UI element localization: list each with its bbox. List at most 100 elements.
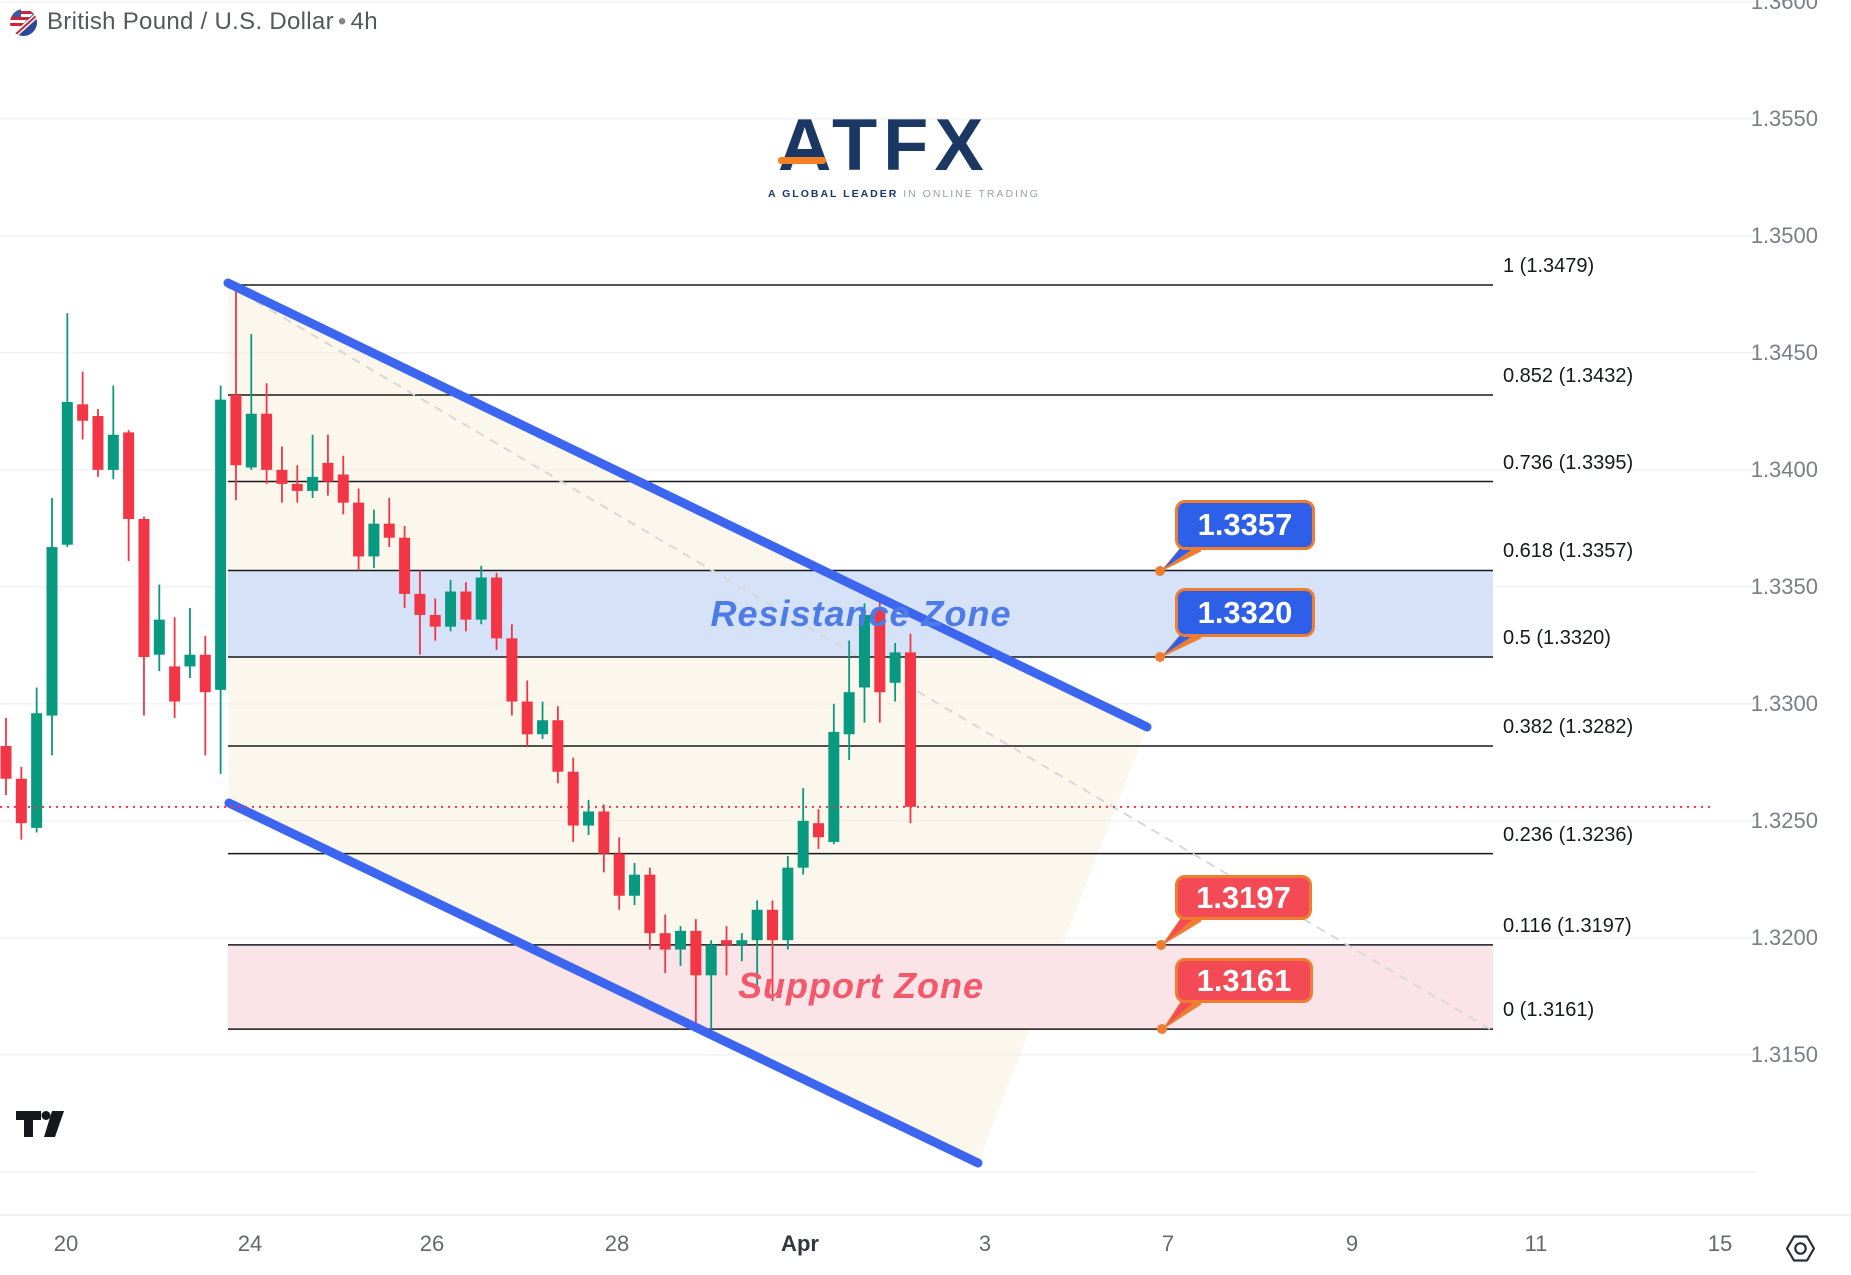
price-axis-label: 1.3300 bbox=[1750, 690, 1818, 716]
time-axis-label-Apr: Apr bbox=[781, 1231, 819, 1256]
candle bbox=[598, 804, 610, 873]
candle-body bbox=[475, 577, 487, 620]
candle-body bbox=[491, 577, 503, 639]
candle-body bbox=[721, 940, 733, 945]
candle-body bbox=[184, 654, 196, 667]
candle bbox=[0, 717, 12, 796]
candle-body bbox=[123, 432, 135, 519]
candle bbox=[92, 409, 104, 477]
symbol-title[interactable]: British Pound / U.S. Dollar • 4h bbox=[47, 8, 378, 36]
candle bbox=[276, 446, 288, 503]
fib-level-label: 1 (1.3479) bbox=[1503, 255, 1595, 277]
callout-anchor-dot bbox=[1155, 652, 1165, 662]
callout-tail bbox=[1162, 995, 1202, 1030]
price-axis-label: 1.3200 bbox=[1750, 924, 1818, 950]
candle bbox=[705, 940, 717, 1030]
atfx-logo: ATFX A GLOBAL LEADER IN ONLINE TRADING bbox=[768, 103, 1038, 201]
candle bbox=[215, 385, 227, 775]
candle bbox=[782, 855, 794, 950]
candle bbox=[261, 383, 273, 484]
candle bbox=[15, 767, 27, 840]
fib-level-label: 0.116 (1.3197) bbox=[1503, 914, 1632, 937]
candle bbox=[138, 516, 150, 716]
candle-body bbox=[521, 701, 533, 735]
candle-body bbox=[261, 413, 273, 470]
price-axis-label: 1.3500 bbox=[1750, 222, 1818, 248]
fib-level-label: 0.736 (1.3395) bbox=[1503, 451, 1634, 474]
callout-tail bbox=[1161, 912, 1202, 946]
candle-body bbox=[598, 811, 610, 854]
time-axis-label-3: 3 bbox=[978, 1231, 992, 1256]
callout-anchor-dot bbox=[1157, 1024, 1167, 1034]
candle bbox=[889, 643, 901, 702]
resistance-zone-label[interactable]: Resistance Zone bbox=[710, 593, 1012, 634]
candle-body bbox=[797, 820, 809, 868]
time-axis-label-11: 11 bbox=[1524, 1231, 1548, 1256]
candle bbox=[184, 607, 196, 679]
timeframe-label: 4h bbox=[350, 8, 378, 35]
candle bbox=[506, 624, 518, 716]
candle-body bbox=[107, 434, 119, 470]
candle-body bbox=[858, 614, 870, 688]
candle bbox=[751, 900, 763, 987]
candle bbox=[521, 680, 533, 746]
atfx-logo-orange-bar bbox=[778, 157, 826, 164]
candle bbox=[445, 579, 457, 632]
candle-body bbox=[291, 483, 303, 491]
candle-body bbox=[552, 720, 564, 772]
candle bbox=[874, 596, 886, 723]
candle bbox=[322, 434, 334, 496]
candle-body bbox=[31, 713, 43, 828]
candle bbox=[491, 572, 503, 651]
chart-header: British Pound / U.S. Dollar • 4h bbox=[10, 8, 378, 36]
time-axis-label-24: 24 bbox=[237, 1231, 263, 1256]
atfx-logo-text: ATFX bbox=[778, 103, 990, 186]
candle bbox=[399, 526, 411, 608]
candle-body bbox=[460, 591, 472, 620]
candle-body bbox=[736, 940, 748, 945]
price-axis-label: 1.3150 bbox=[1750, 1041, 1818, 1067]
candle-body bbox=[46, 547, 58, 716]
candle bbox=[46, 497, 58, 756]
callout-anchor-dot bbox=[1155, 566, 1165, 576]
support-zone-label[interactable]: Support Zone bbox=[738, 965, 984, 1006]
tradingview-logo[interactable] bbox=[16, 1110, 66, 1140]
time-axis-label-9: 9 bbox=[1345, 1231, 1359, 1256]
price-axis-label: 1.3350 bbox=[1750, 573, 1818, 599]
time-axis-label-28: 28 bbox=[604, 1231, 630, 1256]
channel-fill bbox=[228, 283, 1147, 1163]
candle-body bbox=[767, 909, 778, 941]
fib-level-label: 0.618 (1.3357) bbox=[1503, 540, 1634, 563]
price-axis-label: 1.3550 bbox=[1750, 105, 1818, 131]
timezone-settings-icon[interactable] bbox=[1784, 1232, 1817, 1265]
candle-body bbox=[537, 720, 549, 735]
candle bbox=[429, 598, 441, 641]
candle bbox=[675, 926, 687, 966]
candle bbox=[613, 837, 625, 910]
candle-body bbox=[199, 654, 211, 693]
candle-body bbox=[353, 502, 365, 557]
price-callout-1.3320[interactable]: 1.3320 bbox=[1175, 588, 1315, 637]
candle bbox=[537, 701, 549, 739]
price-callout-1.3161[interactable]: 1.3161 bbox=[1175, 958, 1313, 1003]
candle-body bbox=[613, 853, 625, 896]
candle bbox=[904, 633, 916, 824]
channel-trendline-lower[interactable] bbox=[224, 798, 983, 1168]
price-callout-1.3197[interactable]: 1.3197 bbox=[1175, 875, 1312, 920]
atfx-logo-tagline: A GLOBAL LEADER IN ONLINE TRADING bbox=[768, 188, 1040, 200]
candle bbox=[736, 933, 748, 962]
candle-body bbox=[429, 614, 441, 627]
candle-body bbox=[812, 823, 824, 838]
candle bbox=[843, 640, 855, 761]
candle-body bbox=[322, 462, 334, 482]
candle bbox=[307, 434, 319, 498]
candle-body bbox=[843, 692, 855, 735]
fib-level-label: 0.236 (1.3236) bbox=[1503, 823, 1634, 846]
candle bbox=[123, 430, 135, 562]
candle-body bbox=[889, 652, 901, 683]
candle-body bbox=[414, 593, 426, 615]
time-axis-label-15: 15 bbox=[1707, 1231, 1733, 1256]
channel-trendline-upper[interactable] bbox=[223, 278, 1152, 732]
price-callout-1.3357[interactable]: 1.3357 bbox=[1175, 500, 1315, 550]
